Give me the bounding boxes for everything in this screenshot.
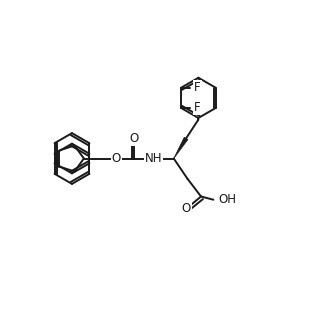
- Text: NH: NH: [145, 152, 162, 165]
- Text: O: O: [112, 152, 121, 165]
- Text: OH: OH: [219, 193, 237, 206]
- Text: F: F: [194, 101, 201, 115]
- Text: O: O: [130, 132, 139, 145]
- Text: F: F: [194, 81, 201, 94]
- Text: O: O: [182, 202, 191, 215]
- Polygon shape: [174, 137, 188, 158]
